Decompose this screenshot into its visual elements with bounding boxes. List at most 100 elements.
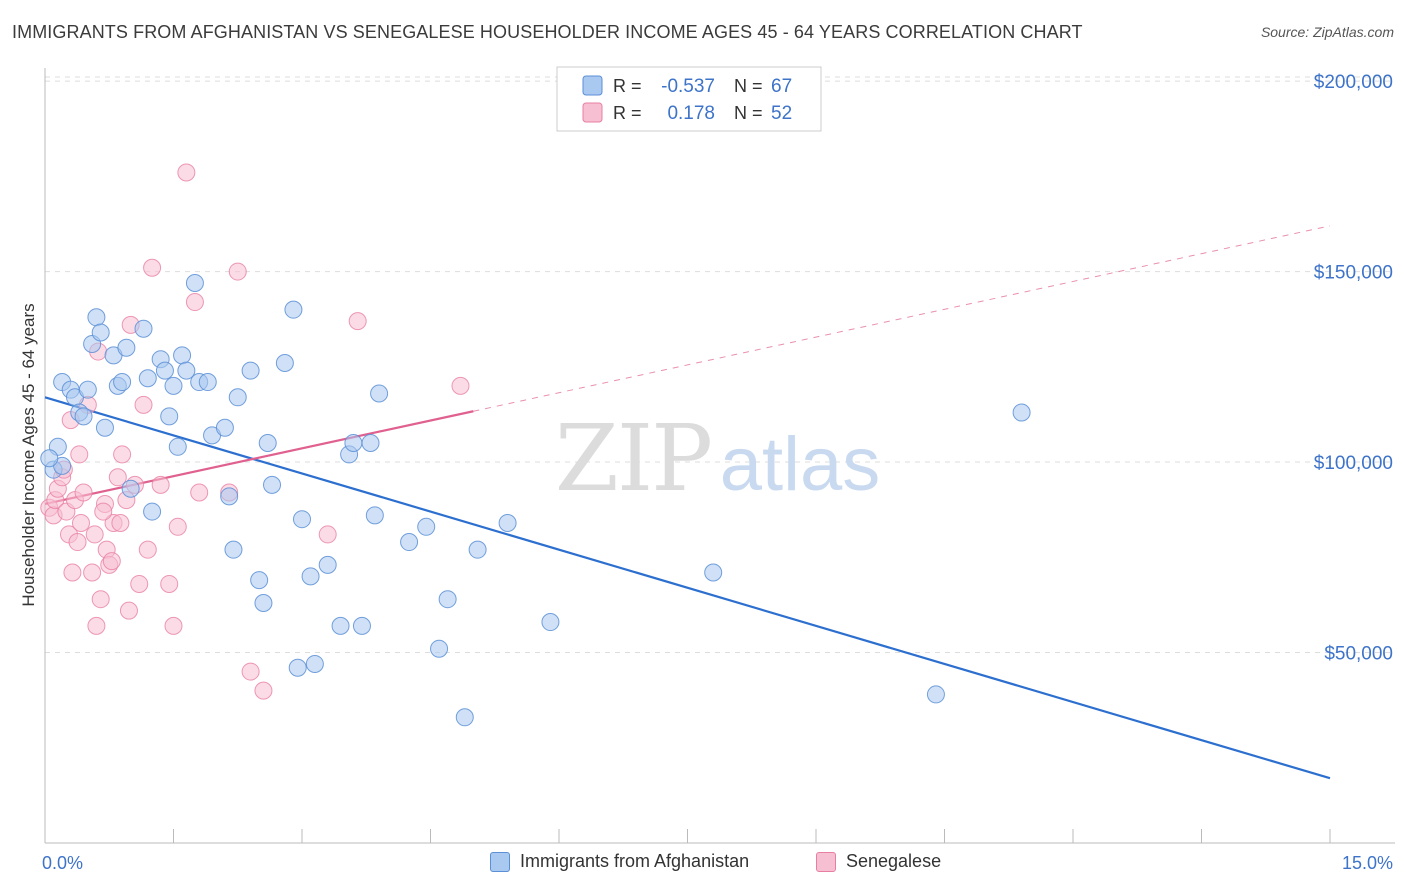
point-senegalese-31: [130, 574, 149, 593]
point-senegalese-34: [143, 258, 162, 277]
point-afghanistan-47: [318, 555, 337, 574]
point-afghanistan-55: [400, 533, 419, 552]
point-afghanistan-38: [254, 594, 273, 612]
series-afghanistan: [40, 274, 1031, 727]
point-afghanistan-18: [134, 319, 153, 338]
point-senegalese-32: [134, 395, 153, 414]
trend-line-senegalese-extension: [473, 225, 1331, 412]
legend-label-senegalese: Senegalese: [846, 851, 942, 871]
point-afghanistan-7: [74, 407, 93, 426]
point-senegalese-14: [83, 563, 102, 582]
point-afghanistan-28: [185, 274, 204, 292]
point-senegalese-39: [177, 163, 196, 182]
point-senegalese-35: [151, 475, 170, 494]
y-tick-label-3: $200,000: [1314, 72, 1393, 93]
x-tick-label-1: 15.0%: [1342, 853, 1393, 873]
point-afghanistan-33: [220, 487, 239, 506]
legend-r-label-1: R =: [613, 76, 642, 96]
point-afghanistan-56: [417, 517, 436, 536]
legend-n-label-1: N =: [734, 76, 763, 96]
point-senegalese-24: [108, 468, 127, 487]
point-afghanistan-59: [455, 708, 474, 727]
chart-source: Source: ZipAtlas.com: [1260, 24, 1394, 40]
watermark-zip: ZIP: [555, 405, 711, 512]
point-afghanistan-36: [241, 361, 260, 380]
point-senegalese-8: [63, 563, 82, 582]
point-afghanistan-34: [224, 540, 243, 559]
point-senegalese-44: [241, 662, 260, 681]
point-afghanistan-30: [198, 373, 217, 392]
point-afghanistan-19: [138, 369, 157, 388]
watermark-atlas: atlas: [720, 422, 881, 507]
point-senegalese-26: [113, 445, 132, 464]
point-afghanistan-60: [468, 540, 487, 559]
legend-r-value-1: -0.537: [661, 76, 715, 97]
point-afghanistan-51: [352, 616, 371, 635]
point-afghanistan-43: [288, 658, 307, 677]
point-afghanistan-26: [173, 346, 192, 365]
legend-n-value-1: 67: [771, 76, 792, 97]
point-senegalese-43: [228, 262, 247, 281]
point-afghanistan-17: [121, 479, 140, 498]
point-senegalese-37: [164, 616, 183, 635]
legend-label-afghanistan: Immigrants from Afghanistan: [520, 851, 750, 871]
point-senegalese-49: [70, 445, 89, 464]
point-afghanistan-62: [541, 613, 560, 632]
y-tick-labels: $50,000 $100,000 $150,000 $200,000: [1314, 72, 1393, 664]
trend-line-afghanistan: [44, 396, 1331, 780]
point-senegalese-33: [138, 540, 157, 559]
point-senegalese-16: [87, 616, 106, 635]
point-senegalese-12: [74, 483, 93, 502]
legend-swatch-afghanistan-bottom: [490, 851, 510, 872]
point-afghanistan-53: [365, 506, 384, 525]
x-tick-label-0: 0.0%: [42, 853, 83, 873]
point-afghanistan-50: [344, 434, 363, 452]
point-afghanistan-32: [215, 418, 234, 437]
point-senegalese-36: [160, 574, 179, 593]
point-afghanistan-42: [284, 300, 303, 319]
y-tick-label-1: $100,000: [1314, 453, 1393, 474]
point-senegalese-40: [185, 293, 204, 312]
point-afghanistan-16: [117, 338, 136, 357]
point-senegalese-51: [94, 502, 113, 521]
point-senegalese-48: [451, 376, 470, 395]
x-tick-labels: 0.0% 15.0%: [42, 853, 1393, 873]
point-afghanistan-10: [87, 308, 106, 327]
point-afghanistan-64: [926, 685, 945, 704]
point-senegalese-46: [318, 525, 337, 544]
point-afghanistan-23: [160, 407, 179, 426]
point-afghanistan-45: [301, 567, 320, 586]
legend-item-afghanistan: Immigrants from Afghanistan: [490, 851, 749, 872]
point-afghanistan-63: [704, 563, 723, 582]
point-afghanistan-54: [370, 384, 389, 403]
point-afghanistan-8: [78, 380, 97, 399]
point-afghanistan-57: [430, 639, 449, 658]
point-afghanistan-27: [177, 361, 196, 380]
trend-line-senegalese: [44, 410, 474, 506]
point-afghanistan-12: [95, 418, 114, 437]
watermark: ZIP atlas: [555, 405, 880, 512]
series-senegalese: [40, 163, 470, 700]
point-senegalese-41: [190, 483, 209, 502]
point-afghanistan-65: [1012, 403, 1031, 422]
point-senegalese-28: [119, 601, 138, 620]
legend-r-value-2: 0.178: [667, 103, 715, 124]
trend-lines: [44, 225, 1331, 780]
point-senegalese-10: [68, 533, 87, 552]
point-afghanistan-46: [305, 654, 324, 673]
point-afghanistan-61: [498, 514, 517, 532]
point-senegalese-25: [111, 514, 130, 532]
point-afghanistan-15: [113, 373, 132, 392]
legend-swatch-senegalese-bottom: [816, 851, 836, 872]
point-afghanistan-35: [228, 388, 247, 407]
y-axis-label: Householder Income Ages 45 - 64 years: [19, 303, 38, 606]
point-senegalese-15: [85, 525, 104, 544]
y-tick-label-2: $150,000: [1314, 263, 1393, 284]
point-afghanistan-22: [155, 361, 174, 380]
point-afghanistan-25: [168, 437, 187, 456]
point-afghanistan-37: [250, 571, 269, 590]
point-afghanistan-40: [263, 475, 282, 494]
legend-r-label-2: R =: [613, 103, 642, 123]
point-senegalese-22: [102, 552, 121, 571]
